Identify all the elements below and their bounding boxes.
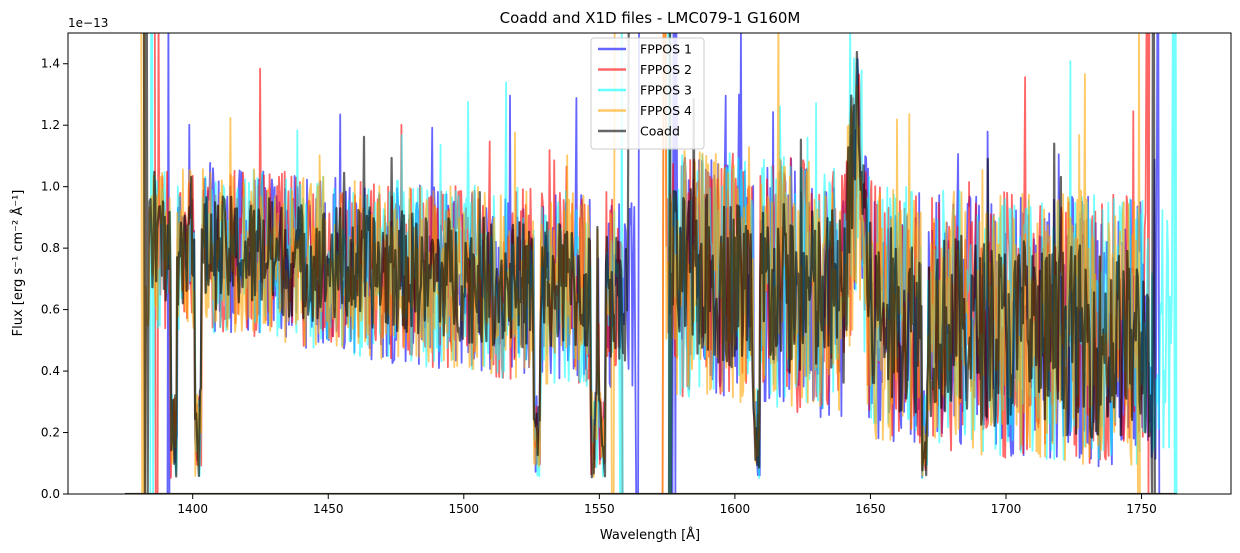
x-tick-label: 1650 <box>855 502 886 516</box>
x-tick-label: 1450 <box>313 502 344 516</box>
x-tick-label: 1500 <box>449 502 480 516</box>
legend-label: FPPOS 3 <box>640 83 692 98</box>
x-tick-label: 1600 <box>720 502 751 516</box>
y-axis-ticks: 0.0 0.2 0.4 0.6 0.8 1.0 1.2 1.4 <box>41 57 68 501</box>
y-tick-label: 0.0 <box>41 487 60 501</box>
y-tick-label: 0.8 <box>41 241 60 255</box>
chart-title: Coadd and X1D files - LMC079-1 G160M <box>500 9 801 27</box>
plot-frame <box>67 32 1232 495</box>
x-tick-label: 1400 <box>177 502 208 516</box>
legend-label: FPPOS 2 <box>640 62 692 77</box>
legend-label: FPPOS 4 <box>640 103 692 118</box>
y-tick-label: 1.0 <box>41 180 60 194</box>
legend-label: Coadd <box>640 124 680 139</box>
y-scale-label: 1e−13 <box>68 16 108 30</box>
legend-label: FPPOS 1 <box>640 42 692 57</box>
x-axis-label: Wavelength [Å] <box>600 527 700 543</box>
x-tick-label: 1700 <box>991 502 1022 516</box>
y-tick-label: 0.6 <box>41 303 60 317</box>
series-layer <box>124 33 1178 494</box>
x-tick-label: 1550 <box>584 502 615 516</box>
series-line-coadd <box>124 33 1177 494</box>
y-tick-label: 0.2 <box>41 426 60 440</box>
x-axis-ticks: 1400 1450 1500 1550 1600 1650 1700 1750 <box>177 494 1157 516</box>
legend-box <box>590 37 705 150</box>
legend: FPPOS 1 FPPOS 2 FPPOS 3 FPPOS 4 Coadd <box>590 37 705 150</box>
y-axis-label: Flux [erg s⁻¹ cm⁻² Å⁻¹] <box>10 190 26 337</box>
y-tick-label: 0.4 <box>41 364 60 378</box>
x-tick-label: 1750 <box>1126 502 1157 516</box>
y-tick-label: 1.2 <box>41 118 60 132</box>
y-tick-label: 1.4 <box>41 57 60 71</box>
